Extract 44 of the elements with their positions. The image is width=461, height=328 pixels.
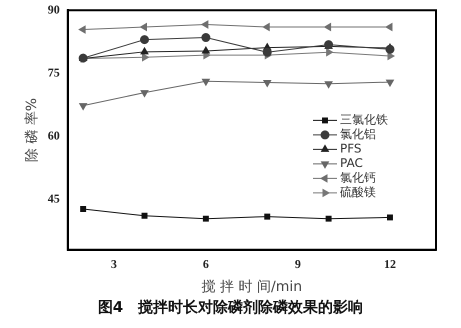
point	[326, 216, 332, 222]
y-tick-label: 90	[48, 2, 60, 16]
point	[79, 103, 88, 110]
legend-label: 氯化铝	[340, 127, 376, 142]
point	[324, 81, 333, 88]
point	[140, 23, 148, 31]
legend-label: 硫酸镁	[340, 185, 376, 200]
point	[264, 214, 270, 220]
point	[387, 214, 393, 220]
y-axis-title: 除 磷 率%	[24, 98, 40, 162]
x-tick-label: 3	[110, 257, 117, 272]
x-tick-label: 12	[384, 257, 396, 272]
point	[140, 35, 150, 44]
x-tick-label: 9	[294, 257, 301, 272]
legend-label: PAC	[340, 156, 363, 170]
point	[80, 206, 86, 212]
legend-label: 氯化钙	[340, 170, 376, 185]
point	[202, 46, 210, 54]
point	[385, 44, 394, 54]
y-tick-label: 75	[48, 65, 60, 80]
point	[262, 48, 272, 57]
point	[386, 80, 394, 87]
point	[142, 53, 150, 62]
point	[201, 20, 208, 28]
point	[202, 216, 209, 222]
point	[324, 23, 332, 31]
point	[385, 23, 392, 31]
x-tick-label: 6	[202, 257, 209, 272]
point	[326, 48, 334, 56]
point	[78, 26, 86, 34]
point	[140, 90, 148, 98]
point	[201, 33, 210, 42]
legend-label: 三氯化铁	[340, 112, 388, 127]
point	[142, 212, 148, 219]
y-tick-label: 60	[48, 128, 60, 142]
point	[262, 23, 270, 31]
point	[387, 52, 394, 60]
y-tick-label: 45	[48, 191, 60, 206]
point	[263, 80, 272, 87]
x-axis-title: 搅 拌 时 间/min	[202, 279, 302, 296]
text: 图4 搅拌时长对除磷剂除磷效果的影响	[96, 298, 364, 317]
legend-label: PFS	[340, 142, 362, 156]
point	[140, 47, 148, 54]
point	[202, 78, 210, 86]
